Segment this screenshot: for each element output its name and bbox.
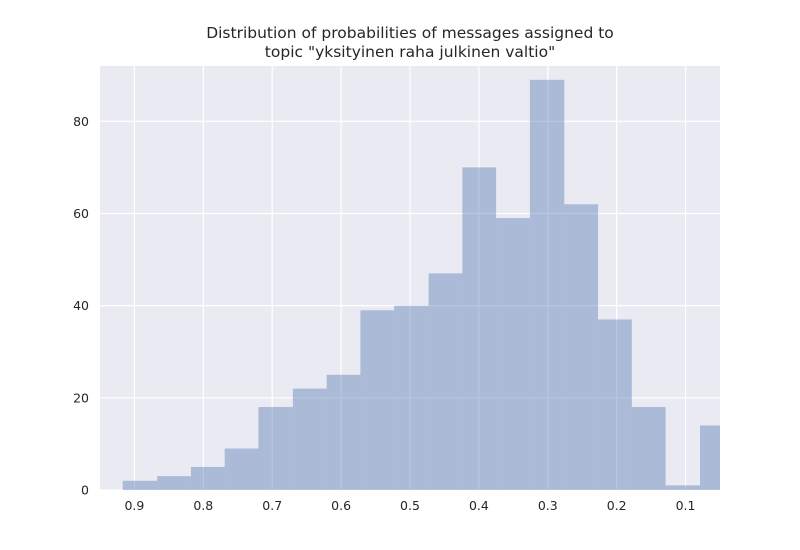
histogram-bar-9 — [394, 305, 429, 490]
x-tick-label: 0.4 — [469, 498, 489, 513]
histogram-bar-6 — [292, 388, 327, 490]
x-tick-label: 0.8 — [193, 498, 213, 513]
x-axis-ticks: 0.9 0.8 0.7 0.6 0.5 0.4 0.3 0.2 0.1 — [124, 498, 695, 513]
histogram-bar-3 — [190, 466, 225, 490]
histogram-bar-11 — [462, 167, 497, 491]
histogram-bar-5 — [258, 407, 293, 490]
x-tick-label: 0.1 — [676, 498, 696, 513]
x-tick-label: 0.6 — [331, 498, 351, 513]
histogram-bar-7 — [326, 374, 361, 490]
histogram-bars — [122, 79, 720, 491]
histogram-bar-13 — [529, 79, 565, 491]
histogram-bar-15 — [598, 319, 632, 490]
histogram-bar-8 — [360, 310, 395, 490]
x-tick-label: 0.2 — [607, 498, 627, 513]
x-tick-label: 0.5 — [400, 498, 420, 513]
histogram-bar-1 — [122, 480, 158, 490]
y-tick-label: 40 — [73, 298, 89, 313]
histogram-bar-18 — [700, 425, 720, 490]
x-tick-label: 0.3 — [538, 498, 558, 513]
histogram-bar-10 — [428, 273, 463, 490]
y-tick-label: 0 — [81, 483, 89, 498]
histogram-bar-16 — [631, 407, 666, 490]
histogram-bar-4 — [224, 448, 259, 490]
chart-title-line-2: topic "yksityinen raha julkinen valtio" — [264, 43, 556, 61]
histogram-bar-2 — [157, 476, 191, 490]
histogram-bar-12 — [496, 218, 530, 490]
histogram-bar-17 — [665, 485, 701, 490]
x-tick-label: 0.9 — [124, 498, 144, 513]
x-tick-label: 0.7 — [262, 498, 282, 513]
histogram-bar-14 — [564, 204, 599, 490]
y-tick-label: 60 — [73, 206, 89, 221]
chart-title: Distribution of probabilities of message… — [100, 24, 720, 62]
y-tick-label: 80 — [73, 114, 89, 129]
chart-title-line-1: Distribution of probabilities of message… — [206, 24, 614, 42]
y-tick-label: 20 — [73, 390, 89, 405]
y-axis-ticks: 0 20 40 60 80 — [73, 114, 89, 498]
grid-lines — [100, 66, 720, 491]
